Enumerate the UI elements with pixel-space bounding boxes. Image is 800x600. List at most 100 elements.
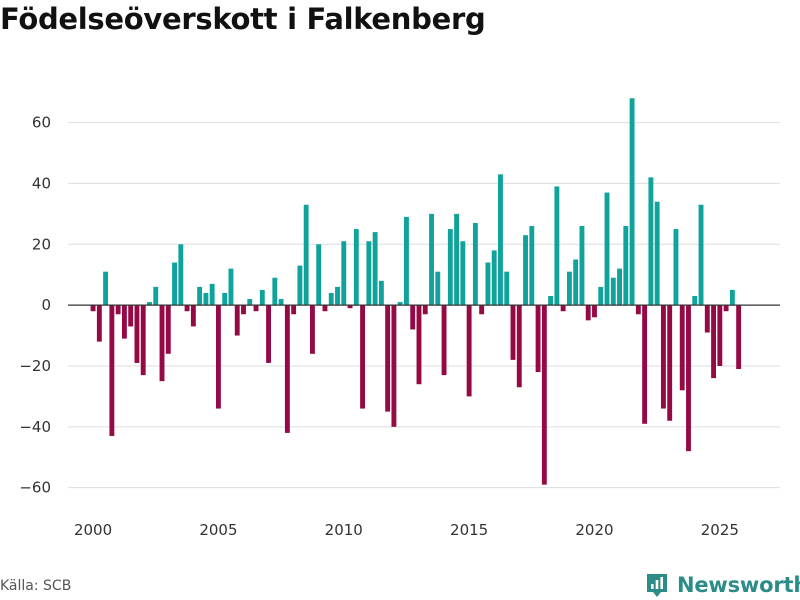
bar: [516, 305, 522, 388]
bar: [635, 305, 641, 315]
bar: [209, 283, 215, 306]
bar: [642, 305, 648, 424]
newsworthy-logo[interactable]: Newsworthy: [645, 570, 800, 600]
bar: [241, 305, 246, 315]
bar: [378, 280, 384, 306]
bar: [96, 305, 102, 342]
bar: [353, 229, 359, 306]
bar: [592, 305, 597, 318]
bar: [165, 305, 171, 354]
bar: [115, 305, 121, 315]
bar: [579, 226, 585, 306]
bar: [623, 226, 629, 306]
bar: [429, 213, 434, 306]
bar: [259, 289, 265, 306]
bar: [347, 305, 353, 309]
bar: [686, 305, 691, 452]
bar: [560, 305, 566, 312]
bar: [190, 305, 196, 327]
newsworthy-logo-text: Newsworthy: [677, 573, 800, 597]
bar: [454, 213, 460, 306]
bar: [416, 305, 422, 385]
bar: [385, 305, 391, 412]
gridlines: [68, 122, 780, 489]
bar: [172, 262, 177, 306]
source-note: Källa: SCB: [0, 578, 72, 594]
bar: [573, 259, 579, 306]
y-axis-labels: 60 40 20 0 −20 −40 −60: [19, 114, 51, 497]
bar: [541, 305, 547, 485]
bar: [698, 204, 704, 306]
bar: [234, 305, 240, 336]
y-tick-label: 0: [41, 296, 51, 314]
bar: [554, 186, 560, 306]
bar: [121, 305, 127, 339]
bar: [90, 305, 96, 312]
bar: [404, 216, 409, 306]
bar: [128, 305, 134, 327]
bar: [153, 286, 159, 306]
bar: [341, 241, 347, 306]
bar: [103, 271, 109, 306]
bar: [723, 305, 729, 312]
bar: [435, 271, 441, 306]
bar: [253, 305, 259, 312]
bar: [410, 305, 416, 330]
x-axis-labels: 2000 2005 2010 2015 2020 2025: [74, 521, 739, 539]
bar: [266, 305, 272, 363]
bar: [667, 305, 673, 421]
y-tick-label: 20: [32, 235, 51, 253]
bar: [466, 305, 472, 397]
bar: [535, 305, 541, 373]
bar: [736, 305, 742, 370]
bar: [335, 286, 340, 306]
bar: [291, 305, 297, 315]
bar: [222, 292, 228, 306]
bar: [504, 271, 510, 306]
bar: [679, 305, 685, 391]
bar: [316, 244, 322, 306]
bar: [284, 305, 290, 433]
bar: [109, 305, 115, 436]
bar: [692, 296, 698, 306]
bar: [397, 302, 403, 306]
bar: [548, 296, 554, 306]
bar: [717, 305, 723, 366]
bar: [604, 192, 610, 306]
bar: [629, 98, 635, 306]
bar: [272, 277, 278, 306]
bar: [498, 174, 503, 306]
bars: [90, 98, 742, 485]
bar: [247, 299, 253, 306]
bar: [140, 305, 146, 376]
bar: [278, 299, 284, 306]
bar: [617, 268, 622, 306]
bar: [159, 305, 165, 382]
bar: [598, 286, 604, 306]
bar: [309, 305, 315, 354]
bar: [297, 265, 303, 306]
bar: [610, 277, 616, 306]
bar: [184, 305, 190, 312]
bar: [479, 305, 485, 315]
bar: [422, 305, 428, 315]
bar: [360, 305, 366, 409]
x-tick-label: 2005: [199, 521, 237, 539]
bar: [391, 305, 397, 427]
bar: [529, 226, 535, 306]
bar: [322, 305, 328, 312]
bar: [654, 201, 660, 306]
y-tick-label: −20: [19, 357, 51, 375]
bar: [447, 229, 453, 306]
bar: [485, 262, 491, 306]
bar: [523, 235, 528, 306]
bar: [328, 292, 334, 306]
x-tick-label: 2010: [325, 521, 363, 539]
bar: [648, 177, 654, 306]
y-tick-label: 40: [32, 174, 51, 192]
newsworthy-logo-icon: [647, 574, 667, 597]
x-tick-label: 2025: [701, 521, 739, 539]
bar: [673, 229, 679, 306]
bar: [729, 289, 735, 306]
